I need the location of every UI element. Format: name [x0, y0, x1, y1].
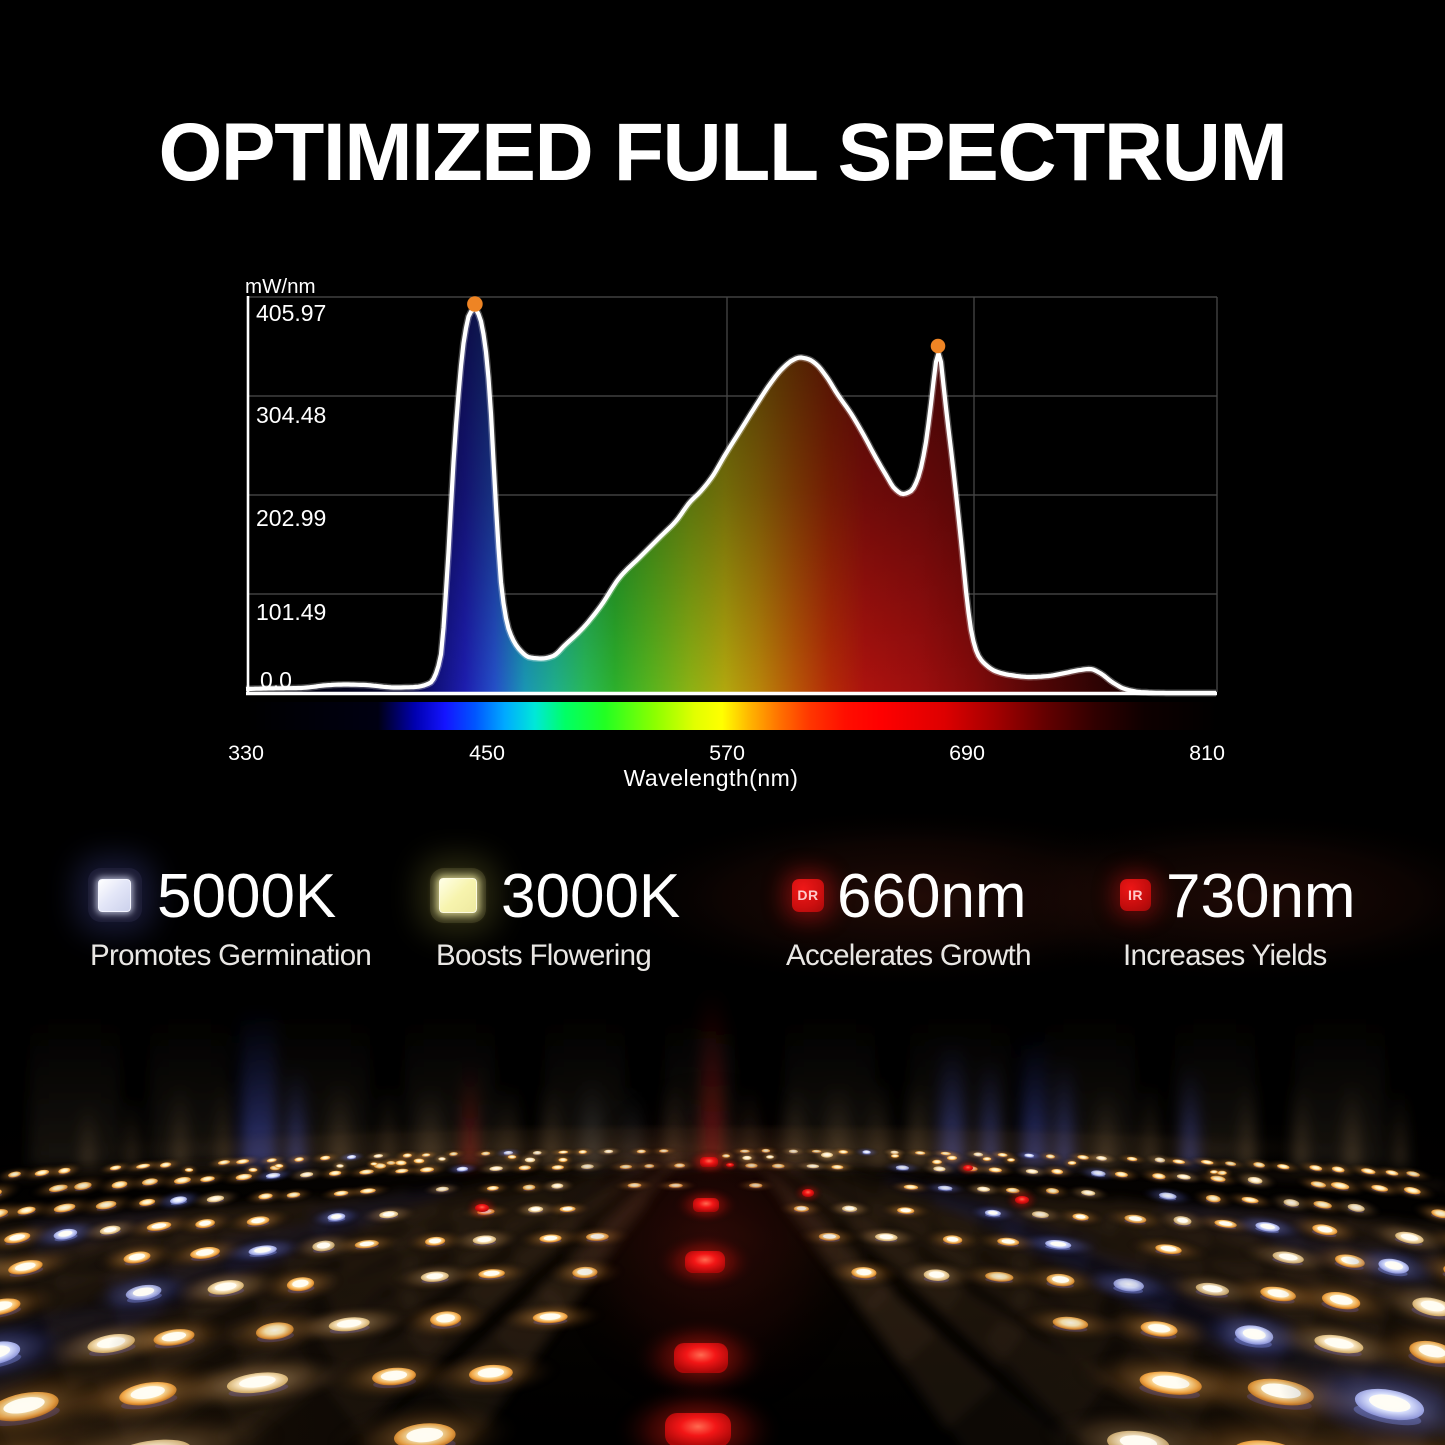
svg-text:mW/nm: mW/nm [245, 275, 316, 298]
svg-text:690: 690 [949, 741, 985, 765]
svg-text:570: 570 [709, 741, 745, 765]
svg-text:0.0: 0.0 [260, 667, 292, 693]
svg-text:405.97: 405.97 [256, 300, 326, 326]
svg-text:202.99: 202.99 [256, 505, 326, 531]
svg-text:810: 810 [1189, 741, 1225, 765]
svg-text:304.48: 304.48 [256, 402, 326, 428]
svg-text:101.49: 101.49 [256, 599, 326, 625]
svg-text:330: 330 [228, 741, 264, 765]
svg-text:450: 450 [469, 741, 505, 765]
svg-text:Wavelength(nm): Wavelength(nm) [624, 765, 799, 791]
